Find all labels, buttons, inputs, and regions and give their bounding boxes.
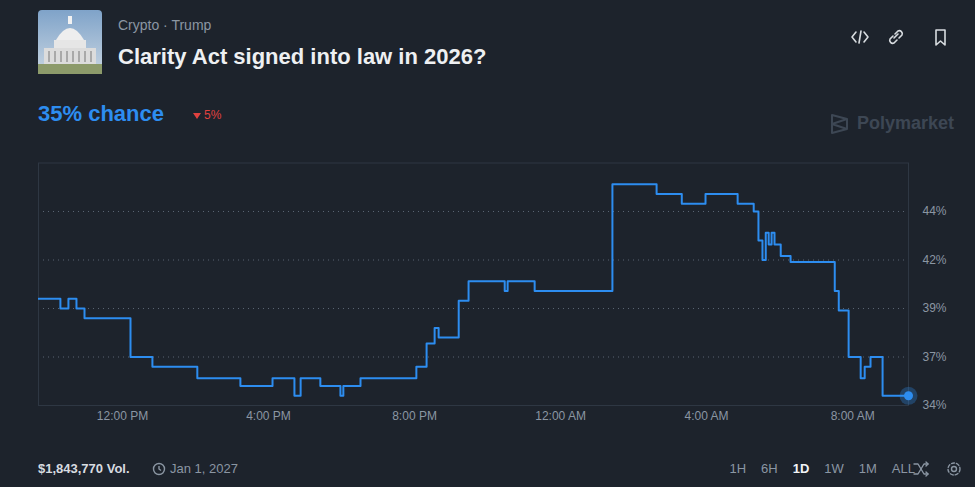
svg-text:8:00 PM: 8:00 PM <box>392 409 437 423</box>
svg-text:39%: 39% <box>923 301 947 315</box>
svg-text:4:00 PM: 4:00 PM <box>246 409 291 423</box>
svg-text:12:00 PM: 12:00 PM <box>97 409 148 423</box>
html-text:1W: 1W <box>824 461 844 476</box>
html-text:35% chance: 35% chance <box>38 101 164 126</box>
svg-text:4:00 AM: 4:00 AM <box>685 409 729 423</box>
svg-text:34%: 34% <box>923 398 947 412</box>
svg-text:12:00 AM: 12:00 AM <box>535 409 586 423</box>
html-text:Polymarket: Polymarket <box>857 113 955 133</box>
html-text:6H: 6H <box>761 461 778 476</box>
svg-text:8:00 AM: 8:00 AM <box>831 409 875 423</box>
svg-text:37%: 37% <box>923 350 947 364</box>
html-text:1H: 1H <box>729 461 746 476</box>
html-text:5%: 5% <box>204 108 222 122</box>
html-text:$1,843,770 Vol.: $1,843,770 Vol. <box>38 461 130 476</box>
html-text:Crypto · Trump: Crypto · Trump <box>118 17 212 33</box>
html-text:1D: 1D <box>792 461 810 476</box>
svg-text:44%: 44% <box>923 204 947 218</box>
svg-text:42%: 42% <box>923 253 947 267</box>
html-text:Jan 1, 2027: Jan 1, 2027 <box>170 461 238 476</box>
html-text:ALL: ALL <box>891 461 915 476</box>
html-text:Clarity Act signed into law in: Clarity Act signed into law in 2026? <box>118 44 487 69</box>
html-text:1M: 1M <box>858 461 877 476</box>
